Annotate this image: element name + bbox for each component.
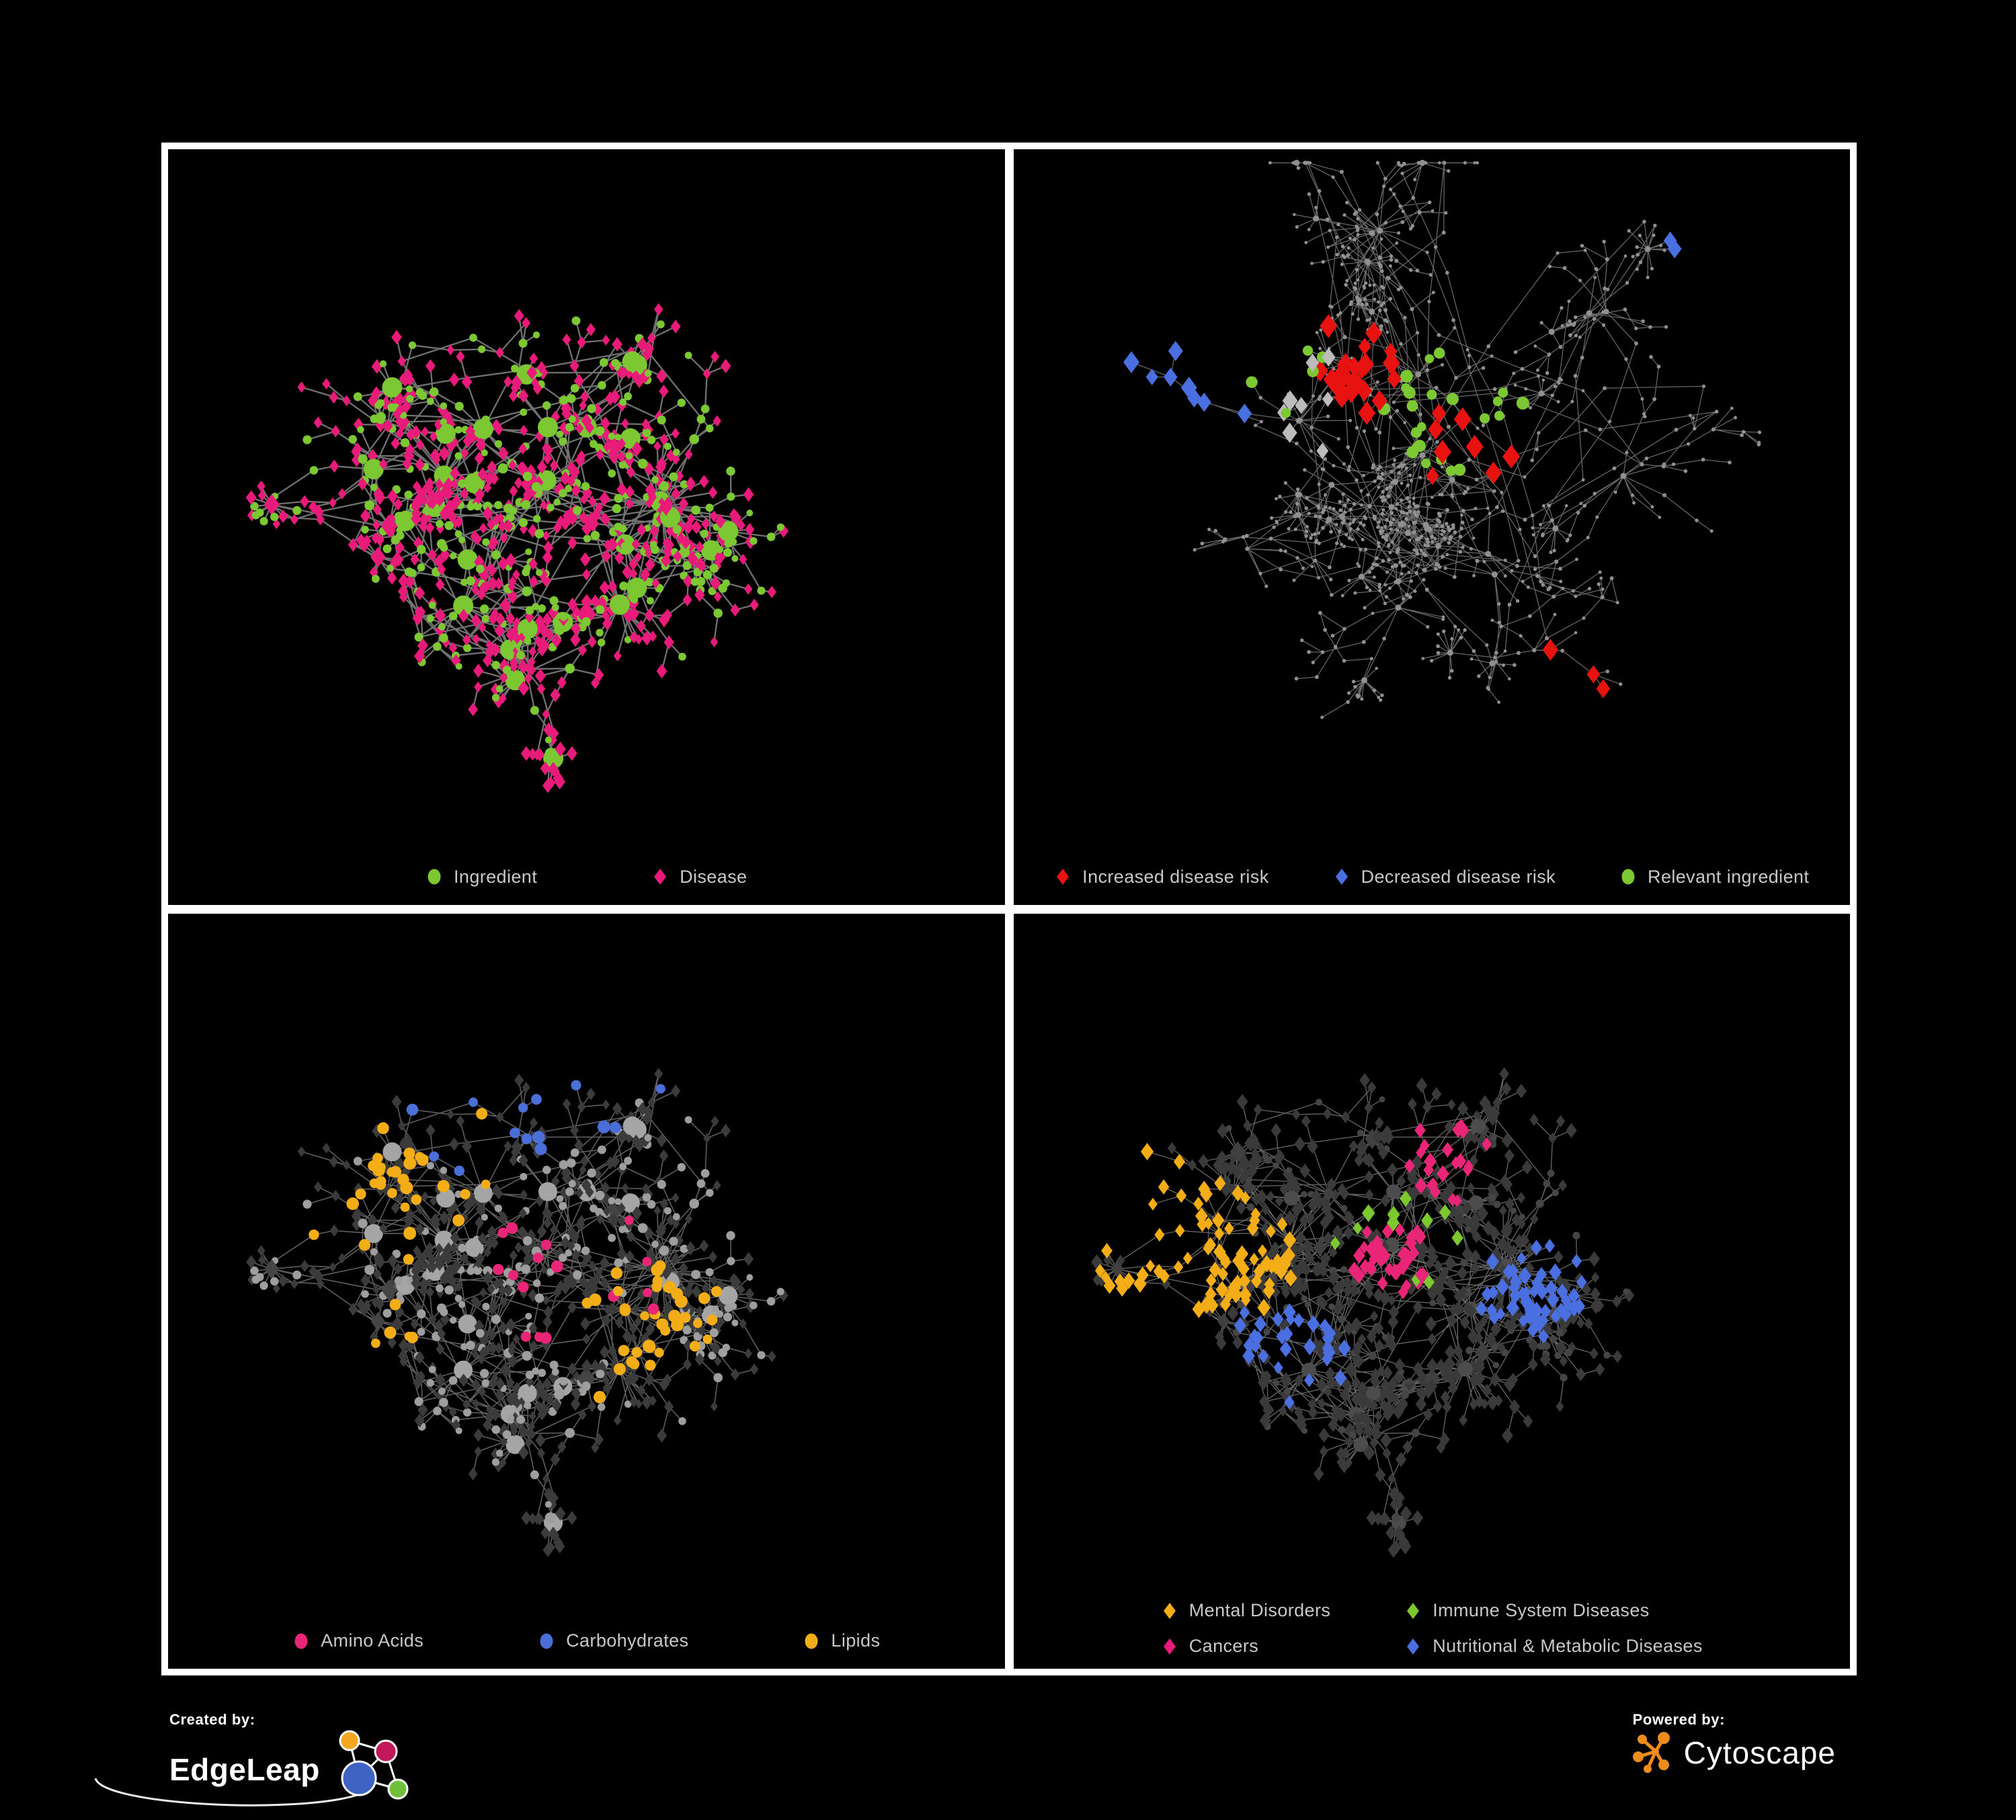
legend-item-decreased-disease-risk: Decreased disease risk — [1333, 867, 1556, 887]
circle-legend-marker-icon — [805, 1633, 818, 1649]
legend-label: Carbohydrates — [566, 1630, 689, 1651]
cytoscape-wordmark: Cytoscape — [1683, 1735, 1836, 1770]
panel-grid: Ingredient Disease Increased disease risk… — [161, 143, 1857, 1675]
legend-ingredient-disease: Ingredient Disease — [168, 867, 1005, 887]
cytoscape-logo-icon — [1632, 1732, 1670, 1773]
legend-label: Relevant ingredient — [1648, 866, 1810, 887]
legend-item-relevant-ingredient: Relevant ingredient — [1619, 867, 1809, 887]
legend-item-amino-acids: Amino Acids — [292, 1630, 424, 1651]
legend-item-nutritional-metabolic-diseases: Nutritional & Metabolic Diseases — [1404, 1636, 1702, 1657]
legend-item-lipids: Lipids — [803, 1630, 880, 1651]
legend-disease-categories: Mental Disorders Immune System Diseases Ca… — [1014, 1600, 1851, 1657]
panel-disease-risk: Increased disease risk Decreased disease … — [1013, 149, 1851, 905]
panel-nutrient-classes: Amino Acids Carbohydrates Lipids — [168, 913, 1005, 1669]
circle-legend-marker-icon — [294, 1633, 308, 1649]
legend-label: Immune System Diseases — [1433, 1600, 1650, 1620]
legend-label: Disease — [680, 866, 748, 887]
network-disease-categories — [1090, 1066, 1634, 1558]
circle-legend-marker-icon — [428, 869, 441, 885]
legend-nutrient-classes: Amino Acids Carbohydrates Lipids — [168, 1630, 1005, 1651]
legend-label: Decreased disease risk — [1361, 866, 1556, 887]
powered-by-block: Powered by: — [1632, 1711, 1836, 1774]
legend-label: Amino Acids — [321, 1630, 424, 1651]
created-by-label: Created by: — [169, 1711, 255, 1728]
edgeleap-logo-icon — [94, 1730, 409, 1807]
diamond-legend-marker-icon — [1407, 1602, 1420, 1619]
legend-label: Nutritional & Metabolic Diseases — [1433, 1636, 1703, 1656]
panel-disease-categories: Mental Disorders Immune System Diseases Ca… — [1013, 913, 1851, 1669]
legend-item-increased-disease-risk: Increased disease risk — [1054, 867, 1268, 887]
diamond-legend-marker-icon — [1163, 1602, 1176, 1619]
footer: Created by: EdgeLeap — [94, 1711, 1836, 1809]
legend-item-ingredient: Ingredient — [426, 867, 537, 887]
legend-disease-risk: Increased disease risk Decreased disease … — [1014, 867, 1851, 887]
legend-label: Cancers — [1188, 1636, 1259, 1656]
legend-item-disease: Disease — [651, 867, 747, 887]
legend-item-mental-disorders: Mental Disorders — [1161, 1600, 1330, 1621]
network-disease-risk — [1123, 159, 1761, 719]
legend-label: Mental Disorders — [1188, 1600, 1331, 1620]
legend-label: Increased disease risk — [1082, 866, 1269, 887]
legend-item-carbohydrates: Carbohydrates — [538, 1630, 688, 1651]
edgeleap-wordmark: EdgeLeap — [169, 1752, 320, 1787]
panel-ingredient-disease: Ingredient Disease — [168, 149, 1005, 905]
network-nutrient-classes — [246, 1067, 789, 1557]
legend-item-cancers: Cancers — [1161, 1636, 1258, 1657]
diamond-legend-marker-icon — [654, 869, 667, 885]
diamond-legend-marker-icon — [1057, 869, 1070, 885]
powered-by-label: Powered by: — [1632, 1711, 1726, 1728]
legend-label: Ingredient — [454, 866, 538, 887]
diamond-legend-marker-icon — [1407, 1638, 1420, 1655]
diamond-legend-marker-icon — [1163, 1638, 1176, 1655]
network-ingredient-disease — [245, 303, 789, 793]
diamond-legend-marker-icon — [1335, 869, 1348, 885]
legend-label: Lipids — [831, 1630, 881, 1651]
legend-item-immune-system-diseases: Immune System Diseases — [1404, 1600, 1649, 1621]
circle-legend-marker-icon — [1621, 869, 1635, 885]
created-by-block: Created by: EdgeLeap — [94, 1711, 418, 1809]
circle-legend-marker-icon — [540, 1633, 553, 1649]
